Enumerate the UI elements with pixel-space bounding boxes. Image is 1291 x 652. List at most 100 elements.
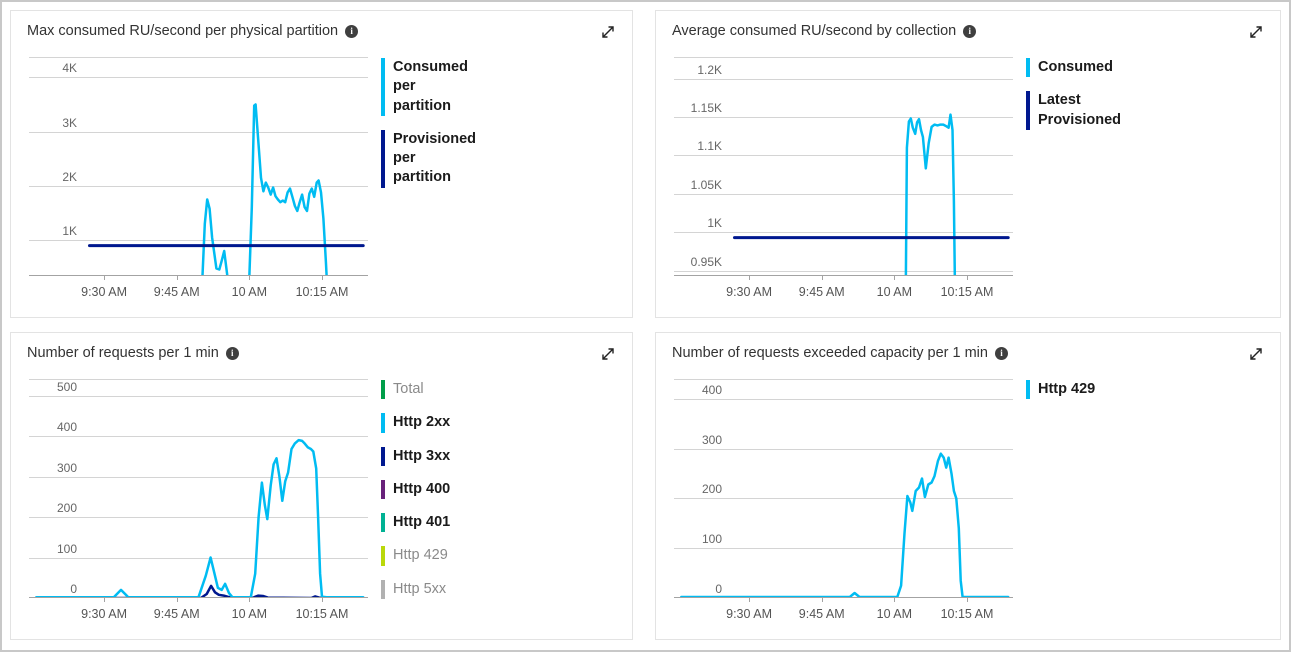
legend-label: Http 401 bbox=[393, 514, 451, 531]
series-line-http-429 bbox=[680, 452, 1010, 598]
chart-title: Max consumed RU/second per physical part… bbox=[27, 23, 339, 39]
info-icon[interactable]: i bbox=[345, 24, 359, 38]
series-line-http-2xx bbox=[35, 438, 365, 598]
gridline bbox=[29, 131, 368, 133]
legend-item-latest-provisioned[interactable]: Latest Provisioned bbox=[1026, 91, 1122, 130]
y-axis-label: 400 bbox=[56, 420, 77, 435]
expand-chart-icon[interactable] bbox=[1248, 346, 1264, 362]
y-axis-label: 100 bbox=[701, 532, 722, 547]
plot-area[interactable]: 0.95K 1K 1.05K 1.1K 1.15K 1.2K 9:30 AM 9:45 AM 1… bbox=[674, 57, 1013, 299]
legend-item-http-5xx[interactable]: Http 5xx bbox=[381, 579, 450, 599]
legend-item-http-429[interactable]: Http 429 bbox=[381, 546, 450, 566]
x-axis-label: 10 AM bbox=[876, 607, 913, 621]
legend-item-consumed-per-partition[interactable]: Consumed per partition bbox=[381, 58, 477, 116]
x-axis-tick bbox=[821, 276, 823, 280]
y-axis-label: 1K bbox=[707, 216, 722, 231]
legend-swatch bbox=[381, 479, 385, 500]
chart-title: Number of requests per 1 min bbox=[27, 345, 219, 361]
x-axis-label: 9:30 AM bbox=[726, 607, 772, 621]
legend-label: Provisioned per partition bbox=[393, 130, 476, 186]
plot-area[interactable]: 0 100 200 300 400 9:30 AM 9:45 AM 10 AM 10:15 AM bbox=[674, 379, 1013, 621]
legend-swatch bbox=[381, 413, 385, 433]
legend-label: Http 429 bbox=[1038, 381, 1096, 397]
x-axis-label: 9:30 AM bbox=[81, 607, 127, 621]
x-axis-label: 9:45 AM bbox=[798, 607, 845, 621]
y-axis-label: 300 bbox=[56, 460, 77, 475]
x-axis-line bbox=[674, 275, 1013, 276]
series-plot bbox=[88, 103, 365, 276]
legend: Consumed per partition Provisioned per pa… bbox=[381, 58, 477, 202]
series-plot bbox=[35, 438, 365, 598]
plot-area[interactable]: 0 100 200 300 400 500 9:30 AM 9:45 AM 10 AM 10:15… bbox=[29, 379, 368, 621]
x-axis-tick bbox=[249, 276, 251, 280]
x-axis-label: 10:15 AM bbox=[295, 285, 349, 299]
gridline bbox=[674, 116, 1013, 118]
info-icon[interactable]: i bbox=[994, 346, 1008, 360]
x-axis-tick bbox=[321, 276, 323, 280]
gridline bbox=[674, 270, 1013, 272]
gridline bbox=[29, 557, 368, 559]
plot-top-border bbox=[29, 57, 368, 58]
gridline bbox=[674, 78, 1013, 80]
x-axis-tick bbox=[894, 598, 896, 602]
x-axis-tick bbox=[749, 598, 751, 602]
chart-title: Number of requests exceeded capacity per… bbox=[672, 345, 988, 361]
legend: Http 429 bbox=[1026, 380, 1095, 413]
x-axis-line bbox=[29, 597, 368, 598]
x-axis-tick bbox=[749, 276, 751, 280]
y-axis-label: 0.95K bbox=[690, 254, 722, 269]
chart-card-requests-exceeded-capacity: Number of requests exceeded capacity per… bbox=[655, 332, 1281, 640]
x-axis-tick bbox=[966, 598, 968, 602]
y-axis-label: 3K bbox=[62, 115, 77, 130]
plot-top-border bbox=[29, 379, 368, 380]
gridline bbox=[29, 185, 368, 187]
y-axis-label: 100 bbox=[56, 541, 77, 556]
info-icon[interactable]: i bbox=[963, 24, 977, 38]
legend-item-http-429[interactable]: Http 429 bbox=[1026, 380, 1096, 400]
chart-card-average-consumed-ru: Average consumed RU/second by collection… bbox=[655, 10, 1281, 318]
info-icon[interactable]: i bbox=[225, 346, 239, 360]
x-axis-label: 10:15 AM bbox=[295, 607, 349, 621]
legend-item-http-400[interactable]: Http 400 bbox=[381, 479, 450, 500]
x-axis-label: 9:30 AM bbox=[81, 285, 127, 299]
plot-area[interactable]: 1K 2K 3K 4K 9:30 AM 9:45 AM 10 AM 10:15 AM bbox=[29, 57, 368, 299]
y-axis-label: 500 bbox=[56, 379, 77, 394]
expand-chart-icon[interactable] bbox=[600, 24, 616, 40]
legend-swatch bbox=[381, 513, 385, 533]
chart-card-max-consumed-ru: Max consumed RU/second per physical part… bbox=[10, 10, 633, 318]
legend-label: Consumed bbox=[1038, 59, 1113, 75]
chart-title: Average consumed RU/second by collection bbox=[672, 23, 957, 39]
gridline bbox=[674, 448, 1013, 450]
x-axis-tick bbox=[821, 598, 823, 602]
legend-item-consumed[interactable]: Consumed bbox=[1026, 58, 1122, 78]
legend-label: Http 3xx bbox=[393, 447, 451, 464]
legend-item-http-2xx[interactable]: Http 2xx bbox=[381, 413, 450, 433]
legend: Consumed Latest Provisioned bbox=[1026, 58, 1122, 144]
gridline bbox=[29, 240, 368, 242]
x-axis-line bbox=[29, 275, 368, 276]
x-axis-label: 9:45 AM bbox=[798, 285, 845, 299]
gridline bbox=[674, 398, 1013, 400]
legend-swatch bbox=[381, 380, 385, 400]
legend-item-http-401[interactable]: Http 401 bbox=[381, 513, 451, 533]
legend-swatch bbox=[381, 546, 385, 566]
y-axis-label: 1.2K bbox=[697, 62, 722, 77]
x-axis-label: 10 AM bbox=[231, 285, 268, 299]
y-axis-label: 4K bbox=[62, 61, 77, 76]
x-axis-tick bbox=[894, 276, 896, 280]
series-plot bbox=[680, 452, 1010, 598]
legend-label: Consumed per partition bbox=[393, 59, 468, 114]
y-axis-label: 1.1K bbox=[697, 139, 722, 154]
series-line-consumed bbox=[904, 113, 957, 276]
x-axis-tick bbox=[249, 598, 251, 602]
legend-item-total[interactable]: Total bbox=[381, 380, 450, 400]
expand-chart-icon[interactable] bbox=[600, 346, 616, 362]
gridline bbox=[29, 517, 368, 519]
legend-item-http-3xx[interactable]: Http 3xx bbox=[381, 446, 451, 466]
plot-top-border bbox=[674, 57, 1013, 58]
legend: Total Http 2xx Http 3xx Http 400 Http 401 Htt… bbox=[381, 380, 450, 613]
legend-item-provisioned-per-partition[interactable]: Provisioned per partition bbox=[381, 129, 477, 188]
y-axis-label: 200 bbox=[56, 501, 77, 516]
x-axis-tick bbox=[966, 276, 968, 280]
expand-chart-icon[interactable] bbox=[1248, 24, 1264, 40]
